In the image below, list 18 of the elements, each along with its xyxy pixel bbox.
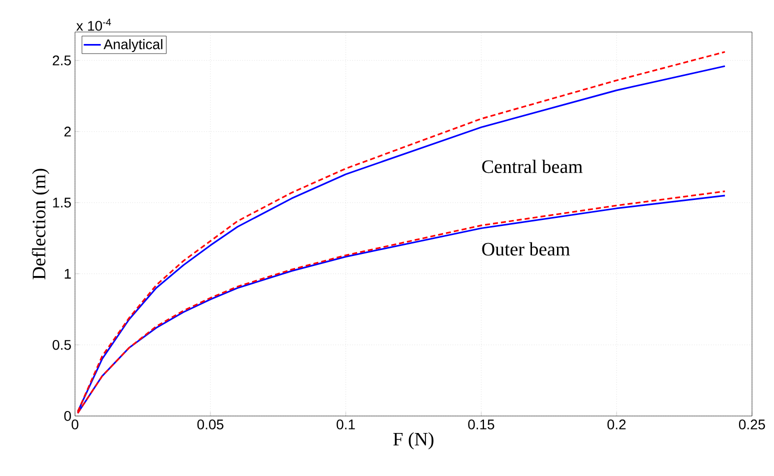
x-tick-label: 0.15 — [468, 420, 494, 430]
y-tick-label: 2 — [64, 126, 71, 136]
x-tick-label: 0 — [72, 420, 78, 430]
x-tick-label: 0.05 — [197, 420, 224, 430]
text: x 10$^{-4}$ — [76, 18, 111, 31]
annotation: Central beam — [482, 160, 583, 174]
y-tick-label: 0 — [64, 411, 71, 421]
x-tick-label: 0.25 — [738, 420, 765, 430]
legend-label: Analytical — [104, 39, 162, 52]
y-tick-label: 2.5 — [52, 55, 71, 66]
y-tick-label: 1 — [64, 268, 71, 279]
y-axis-title: Deflection (m) — [32, 168, 50, 280]
annotation: Outer beam — [482, 242, 570, 256]
x-tick-label: 0.1 — [336, 420, 355, 430]
y-tick-label: 0.5 — [52, 340, 71, 350]
y-tick-label: 1.5 — [53, 198, 71, 208]
x-tick-label: 0.2 — [607, 420, 626, 430]
x-axis-title: F (N) — [393, 432, 434, 450]
